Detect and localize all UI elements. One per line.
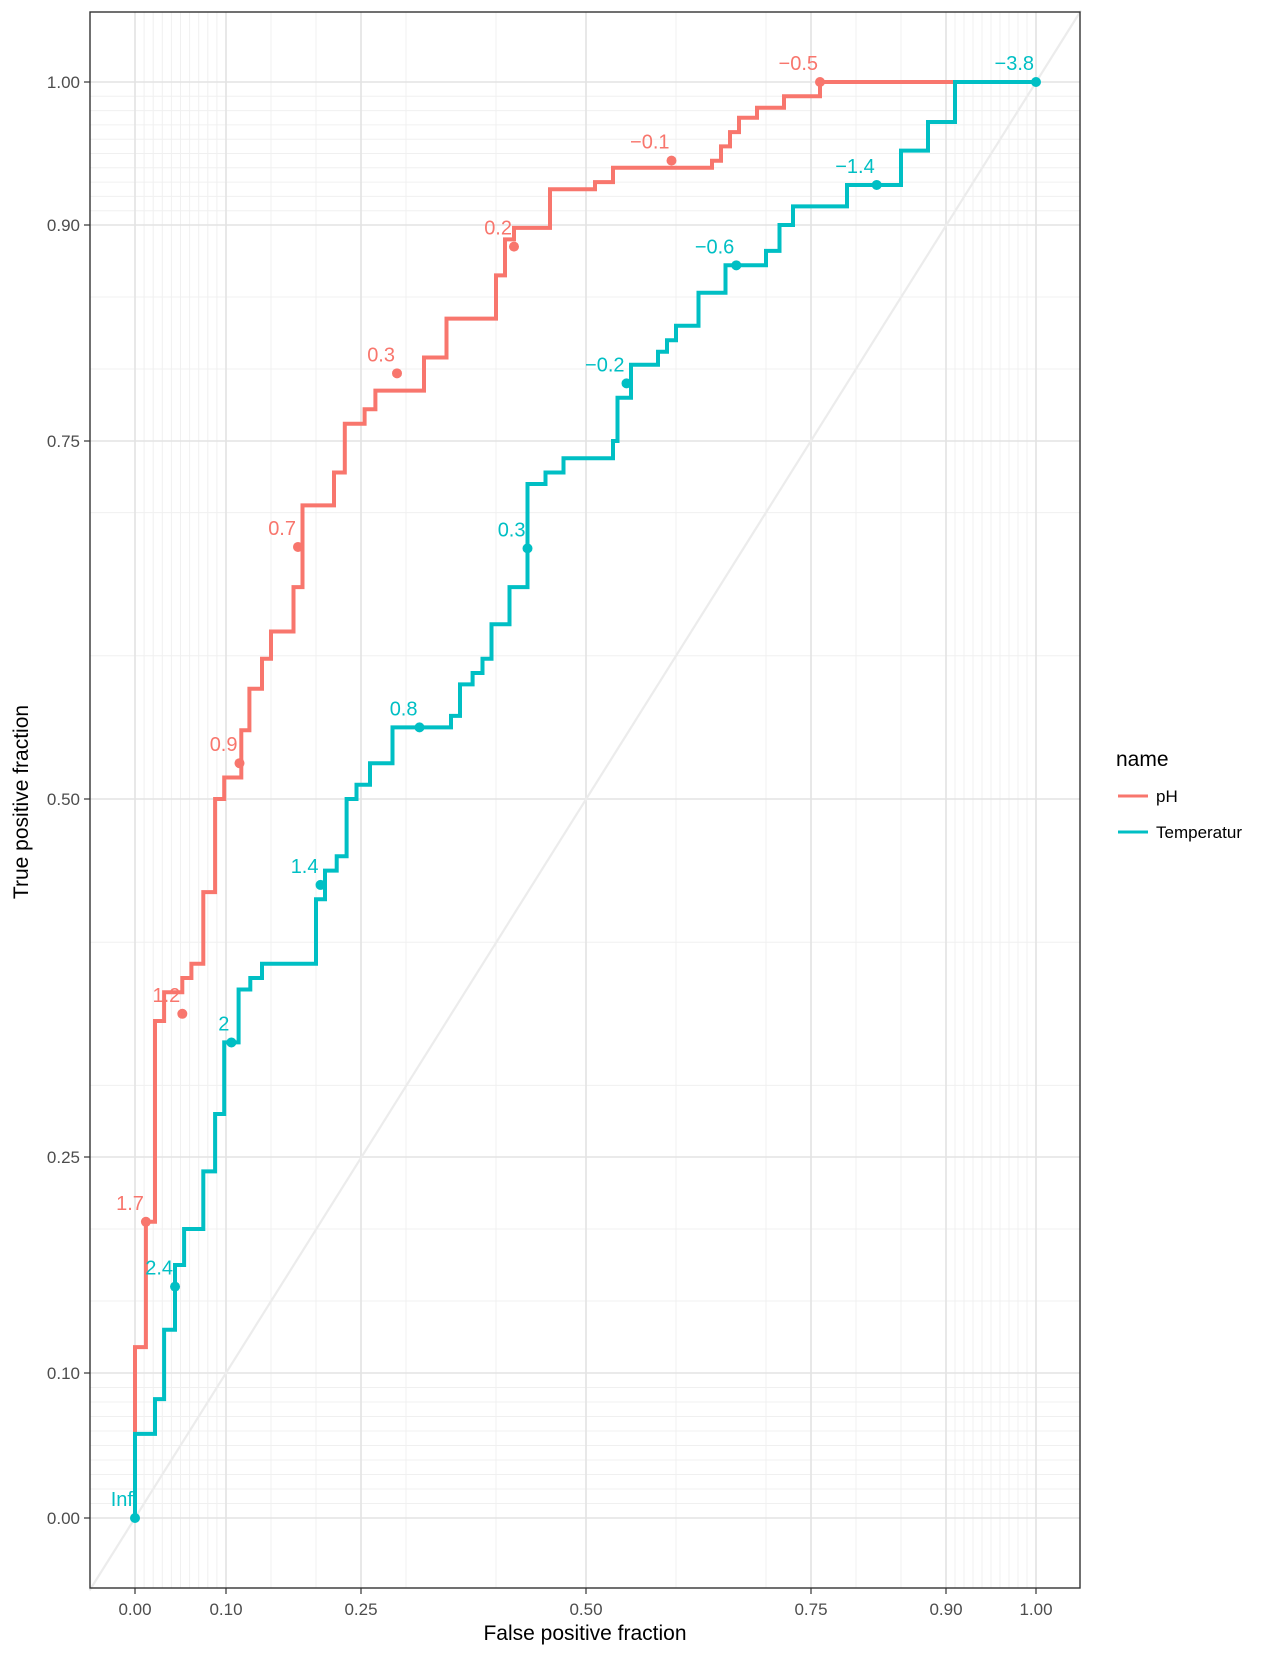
legend-label-ph: pH <box>1156 787 1178 806</box>
x-tick-label: 0.00 <box>118 1600 151 1619</box>
y-tick-label: 0.75 <box>47 432 80 451</box>
cutoff-point-temperatur <box>871 179 882 190</box>
cutoff-point-temperatur <box>226 1037 237 1048</box>
x-tick-label: 0.75 <box>794 1600 827 1619</box>
series-lines <box>133 80 1036 1518</box>
cutoff-point-temperatur <box>1031 77 1041 87</box>
panel-border <box>89 11 1081 1589</box>
x-tick-label: 0.10 <box>209 1600 242 1619</box>
y-tick-label: 0.00 <box>47 1509 80 1528</box>
cutoff-point-ph <box>177 1008 188 1019</box>
cutoff-point-temperatur <box>522 543 533 554</box>
cutoff-point-ph <box>140 1216 151 1227</box>
cutoff-label-temperatur: 0.8 <box>390 698 418 720</box>
y-axis-title: True positive fraction <box>10 705 33 899</box>
cutoff-label-temperatur: 2 <box>218 1013 229 1035</box>
cutoff-point-temperatur <box>315 879 326 890</box>
cutoff-point-ph <box>509 241 519 252</box>
cutoff-label-temperatur: 2.4 <box>145 1258 173 1280</box>
cutoff-label-temperatur: −0.2 <box>585 354 624 376</box>
cutoff-point-temperatur <box>621 378 632 389</box>
series-line-ph <box>133 80 1036 1518</box>
x-tick-label: 0.90 <box>929 1600 962 1619</box>
cutoff-label-ph: 0.2 <box>484 218 512 240</box>
cutoff-label-temperatur: −3.8 <box>995 53 1034 75</box>
cutoff-point-ph <box>815 77 825 87</box>
cutoff-label-temperatur: −0.6 <box>695 236 734 258</box>
cutoff-label-ph: 0.7 <box>268 518 296 540</box>
y-tick-label: 0.10 <box>47 1364 80 1383</box>
cutoff-label-ph: 1.2 <box>153 985 181 1007</box>
cutoff-label-ph: 0.3 <box>367 344 395 366</box>
reference-diagonal <box>88 9 1082 1592</box>
y-tick-label: 0.50 <box>47 790 80 809</box>
minor-grid <box>90 12 1080 1588</box>
cutoff-point-ph <box>666 155 677 166</box>
x-axis-ticks: 0.00 0.10 0.25 0.50 0.75 0.90 1.00 <box>118 1588 1053 1619</box>
x-tick-label: 0.50 <box>569 1600 602 1619</box>
cutoff-point-ph <box>234 758 245 769</box>
cutoff-label-ph: 0.9 <box>210 734 238 756</box>
series-line-temperatur <box>133 80 1036 1518</box>
cutoff-point-temperatur <box>130 1513 140 1523</box>
cutoff-point-ph <box>392 368 402 379</box>
cutoff-labels: 1.7 1.2 0.9 0.7 0.3 0.2 −0.1 −0.5 Inf 2.4 2 1.4 0.8 0… <box>111 53 1034 1511</box>
cutoff-label-temperatur: 1.4 <box>291 856 319 878</box>
cutoff-point-ph <box>293 541 303 552</box>
y-tick-label: 1.00 <box>47 73 80 92</box>
y-axis-ticks: 0.00 0.10 0.25 0.50 0.75 0.90 1.00 <box>47 73 90 1528</box>
cutoff-label-temperatur: −1.4 <box>835 156 874 178</box>
cutoff-point-temperatur <box>414 722 425 733</box>
y-tick-label: 0.25 <box>47 1148 80 1167</box>
cutoff-label-temperatur: Inf <box>111 1489 134 1511</box>
x-axis-title: False positive fraction <box>483 1622 686 1645</box>
cutoff-label-ph: −0.1 <box>630 132 669 154</box>
x-tick-label: 1.00 <box>1019 1600 1052 1619</box>
legend: name pH Temperatur <box>1116 748 1242 842</box>
cutoff-points <box>130 77 1041 1523</box>
legend-label-temperatur: Temperatur <box>1156 823 1242 842</box>
x-tick-label: 0.25 <box>344 1600 377 1619</box>
cutoff-point-temperatur <box>731 260 742 271</box>
cutoff-point-temperatur <box>170 1281 181 1292</box>
legend-title: name <box>1116 748 1169 771</box>
cutoff-label-ph: 1.7 <box>116 1193 144 1215</box>
y-tick-label: 0.90 <box>47 216 80 235</box>
cutoff-label-temperatur: 0.3 <box>498 519 526 541</box>
cutoff-label-ph: −0.5 <box>779 53 818 75</box>
